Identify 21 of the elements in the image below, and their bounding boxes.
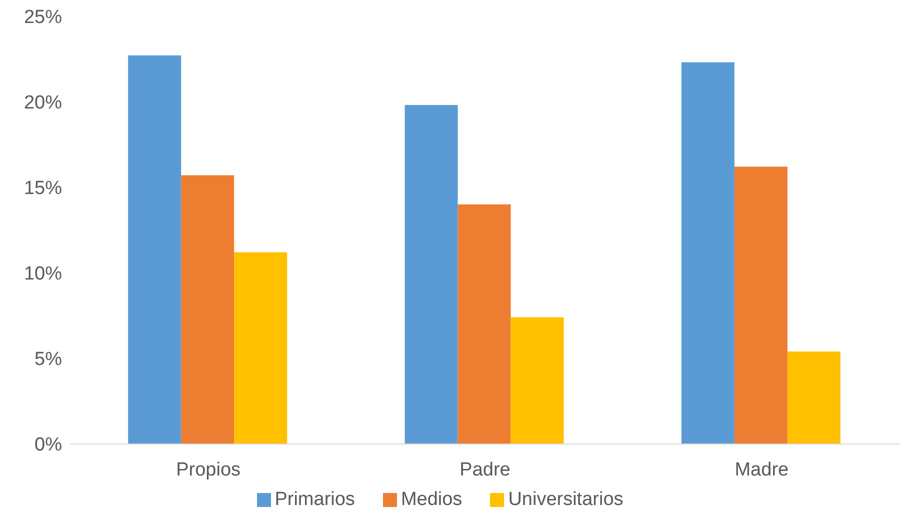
y-tick-label: 25% (24, 6, 62, 28)
legend-label: Medios (400, 489, 462, 510)
bar (128, 55, 182, 444)
bar (404, 105, 458, 444)
bar (734, 166, 788, 444)
bar (234, 252, 288, 444)
y-tick-label: 20% (24, 92, 62, 114)
bar (181, 175, 234, 444)
y-tick-label: 5% (34, 349, 62, 370)
bar (510, 317, 564, 444)
legend-label: Universitarios (508, 489, 624, 510)
x-tick-label: Padre (460, 459, 510, 480)
x-tick-label: Propios (176, 459, 241, 480)
legend-label: Primarios (274, 489, 355, 510)
x-tick-label: Madre (734, 459, 789, 480)
bar (787, 352, 840, 444)
y-tick-label: 15% (24, 178, 62, 199)
bar (458, 204, 511, 444)
y-tick-label: 10% (24, 264, 62, 285)
y-tick-label: 0% (34, 434, 62, 456)
bar (681, 62, 734, 444)
